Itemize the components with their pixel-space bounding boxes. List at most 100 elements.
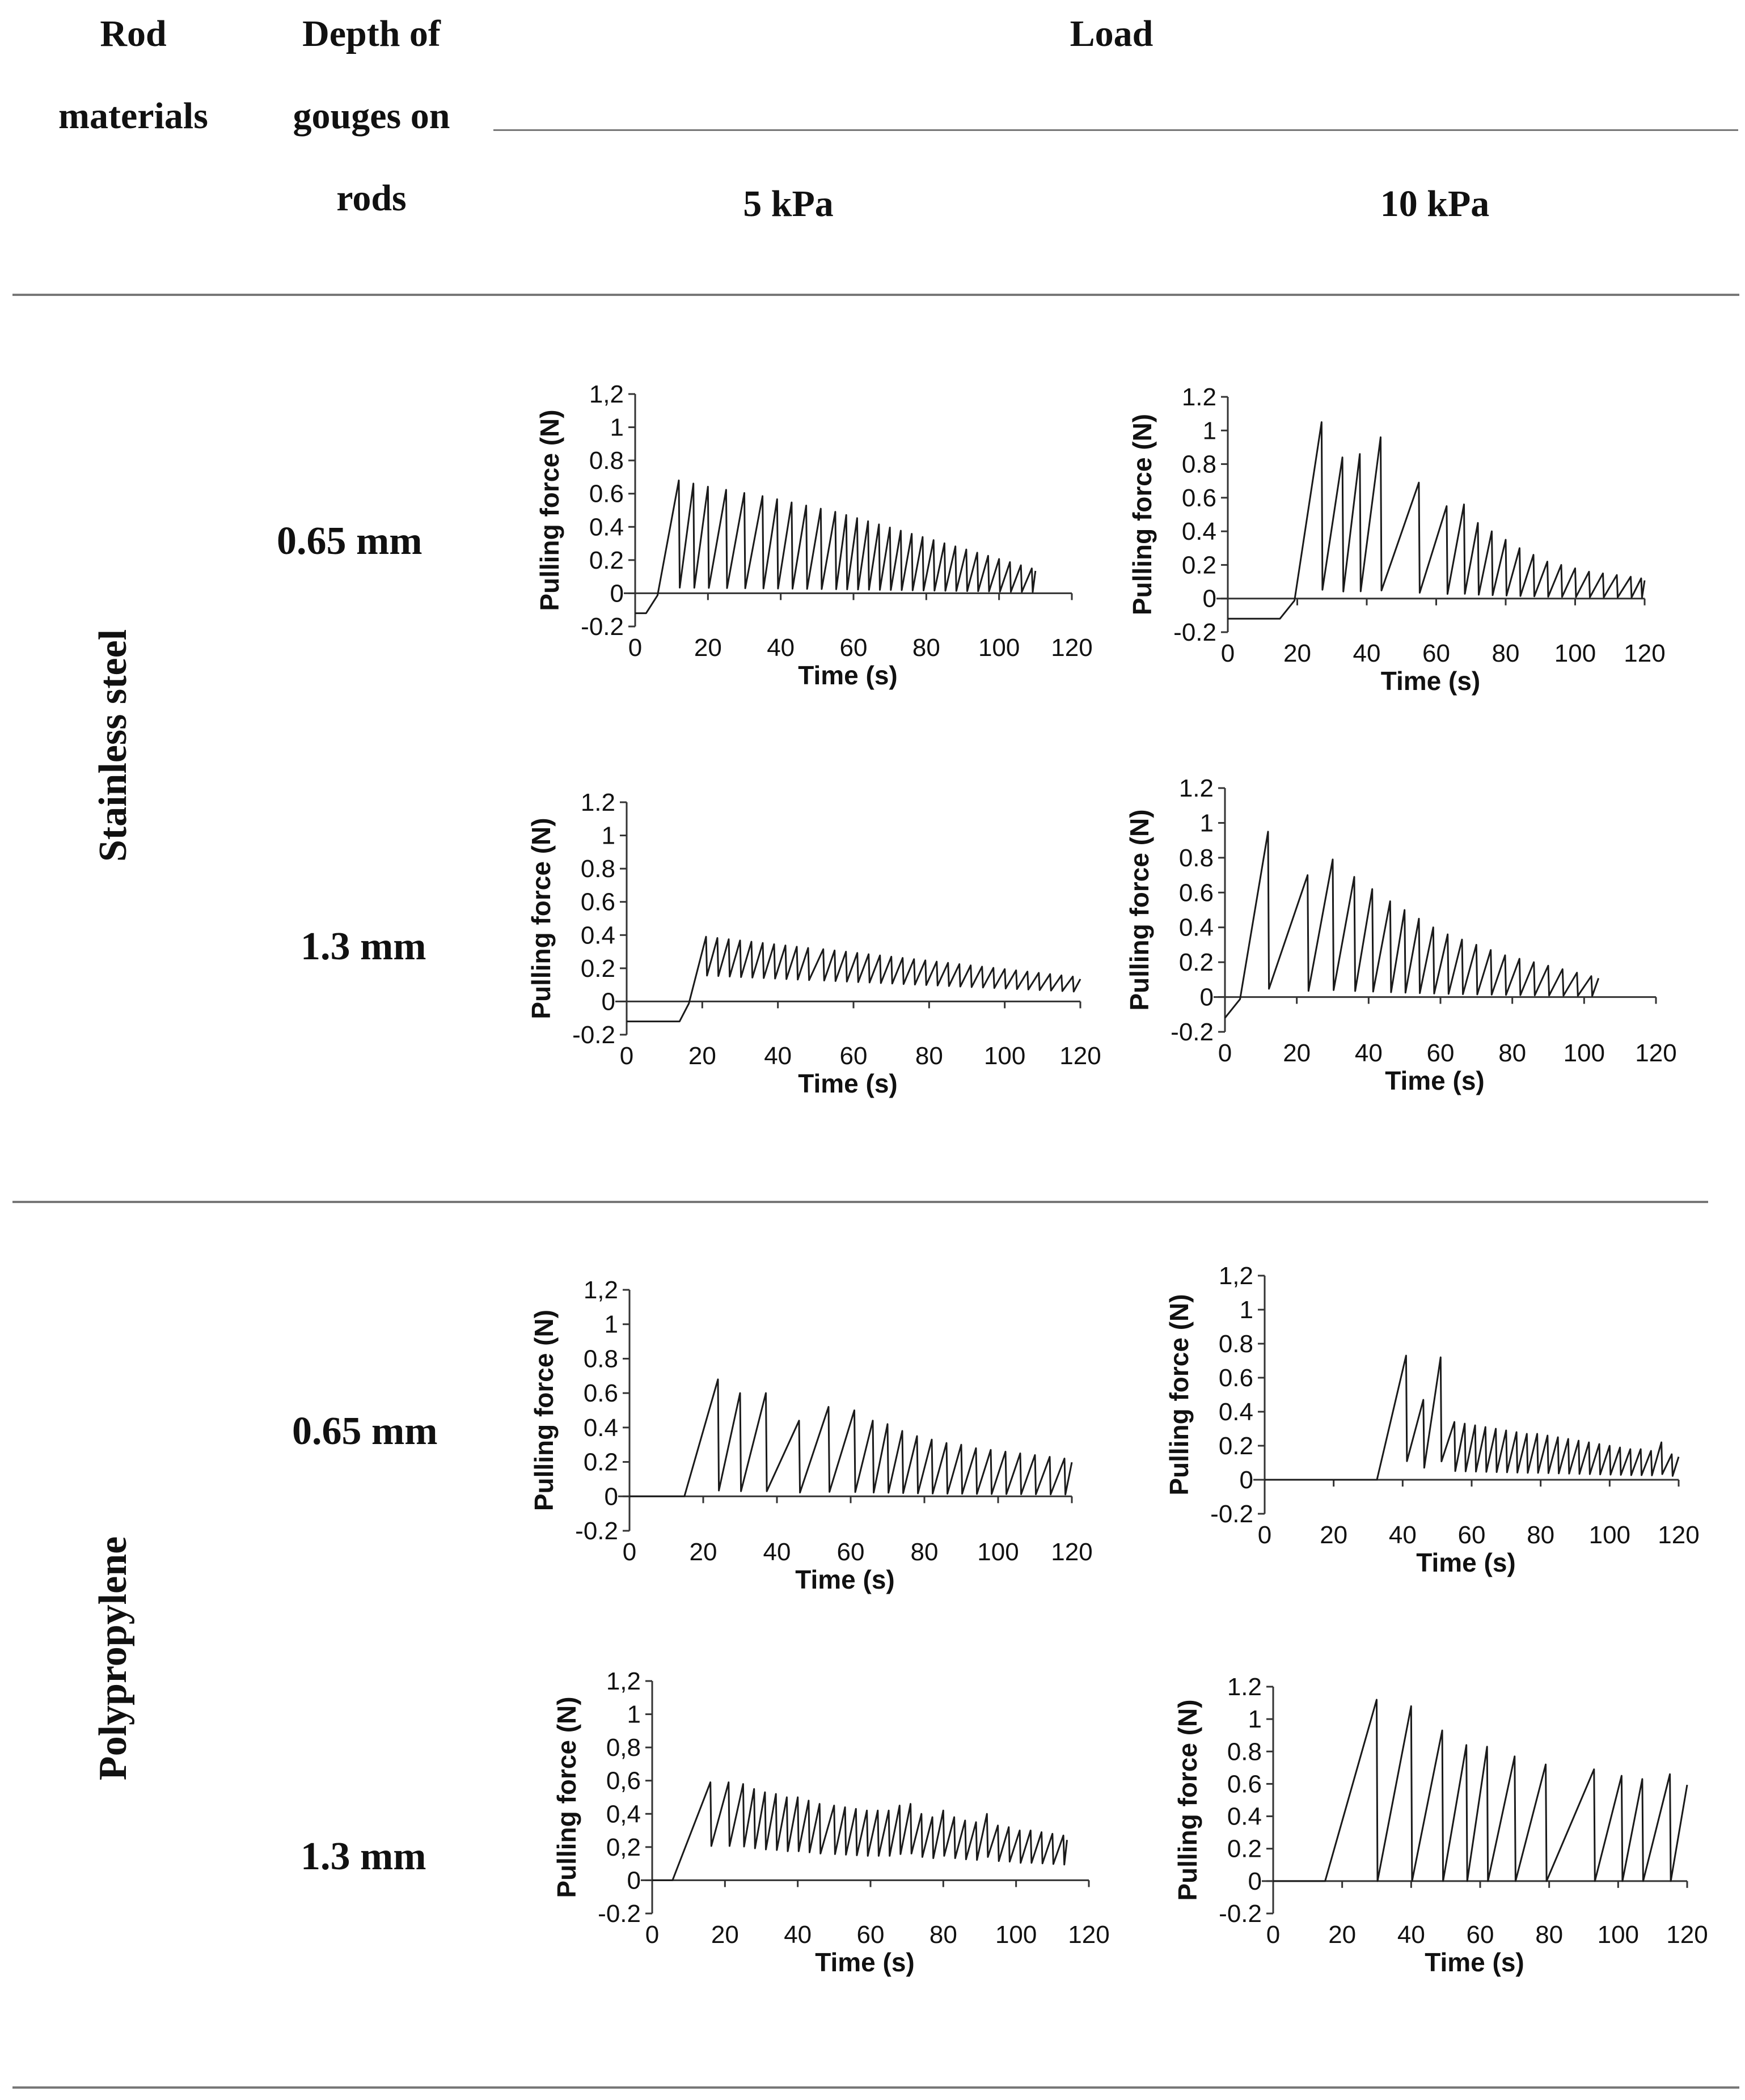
header-depth-line-1: Depth of <box>302 13 441 54</box>
y-tick-label: 0,2 <box>606 1834 641 1861</box>
x-tick-label: 0 <box>645 1921 659 1949</box>
x-tick-label: 60 <box>837 1538 865 1566</box>
series-line <box>1228 421 1646 620</box>
chart-ss-13-5: -0.200.20.40.60.811.20 20 40 60 80 100 120Time… <box>526 789 1101 1098</box>
chart-ss-065-5: -0.200.20.40.60.811,20 20 40 60 80 100 120Time… <box>535 380 1093 690</box>
y-tick-label: 1.2 <box>581 789 615 816</box>
header-depth: Depth of gouges on rods <box>267 6 476 227</box>
y-tick-label: -0.2 <box>572 1021 615 1049</box>
y-tick-label: 0 <box>1248 1868 1262 1895</box>
y-tick-label: 0.2 <box>1182 551 1216 579</box>
y-tick-label: 0 <box>1240 1466 1253 1494</box>
x-tick-label: 120 <box>1059 1042 1101 1070</box>
x-axis-label: Time (s) <box>795 1565 895 1594</box>
x-tick-label: 120 <box>1666 1921 1708 1949</box>
x-tick-label: 20 <box>694 634 722 662</box>
x-tick-label: 20 <box>1328 1921 1356 1949</box>
y-tick-label: 0.8 <box>1182 451 1216 479</box>
y-tick-label: -0.2 <box>1219 1900 1262 1928</box>
y-tick-label: 0.4 <box>589 513 624 541</box>
header-depth-line-2: gouges on <box>293 95 450 137</box>
y-tick-label: 0.8 <box>584 1345 618 1373</box>
chart-pp-13-5: -0.200,20,40,60,811,20 20 40 60 80 100 120Time… <box>552 1667 1110 1977</box>
y-axis-label: Pulling force (N) <box>552 1696 581 1898</box>
y-axis-label: Pulling force (N) <box>1125 809 1154 1010</box>
y-tick-label: 0,4 <box>606 1800 641 1828</box>
x-tick-label: 20 <box>1320 1521 1347 1549</box>
y-tick-label: 0.6 <box>1179 879 1214 907</box>
y-axis-label: Pulling force (N) <box>1127 414 1157 615</box>
y-tick-label: 0.4 <box>581 921 615 949</box>
x-tick-label: 60 <box>1427 1039 1455 1067</box>
y-tick-label: 0.8 <box>1179 844 1214 872</box>
x-tick-label: 60 <box>840 634 868 662</box>
x-axis-label: Time (s) <box>1381 666 1481 696</box>
x-axis-label: Time (s) <box>1425 1947 1524 1977</box>
x-tick-label: 80 <box>912 634 940 662</box>
x-tick-label: 40 <box>784 1921 812 1949</box>
y-tick-label: 0.8 <box>581 855 615 883</box>
y-tick-label: 1.2 <box>1227 1673 1262 1701</box>
x-tick-label: 60 <box>857 1921 885 1949</box>
x-tick-label: 80 <box>1498 1039 1526 1067</box>
x-tick-label: 100 <box>1564 1039 1605 1067</box>
y-tick-label: 0 <box>1203 585 1216 613</box>
y-tick-label: 1,2 <box>1219 1262 1253 1290</box>
y-tick-label: 0.2 <box>589 547 624 574</box>
y-axis-label: Pulling force (N) <box>1173 1699 1202 1900</box>
x-tick-label: 40 <box>1389 1521 1417 1549</box>
x-tick-label: 0 <box>623 1538 636 1566</box>
x-axis-label: Time (s) <box>798 661 898 690</box>
x-tick-label: 0 <box>1221 640 1235 667</box>
y-tick-label: 0.2 <box>581 955 615 983</box>
y-tick-label: 0.4 <box>1182 518 1216 545</box>
y-axis-label: Pulling force (N) <box>526 818 556 1019</box>
y-tick-label: 0.6 <box>584 1379 618 1407</box>
x-tick-label: 80 <box>929 1921 957 1949</box>
y-tick-label: 0.6 <box>581 888 615 916</box>
y-tick-label: 1.2 <box>1182 383 1216 411</box>
x-tick-label: 0 <box>620 1042 633 1070</box>
x-tick-label: 40 <box>767 634 795 662</box>
y-tick-label: -0.2 <box>575 1517 618 1545</box>
x-tick-label: 0 <box>1258 1521 1271 1549</box>
y-tick-label: 1 <box>605 1311 618 1339</box>
y-tick-label: 1 <box>627 1701 641 1729</box>
header-depth-line-3: rods <box>336 177 407 219</box>
material-divider-rule <box>12 1201 1708 1203</box>
series-line <box>635 479 1037 615</box>
y-axis-label: Pulling force (N) <box>535 409 564 611</box>
x-tick-label: 20 <box>1283 640 1311 667</box>
x-tick-label: 20 <box>690 1538 717 1566</box>
x-tick-label: 100 <box>984 1042 1025 1070</box>
depth-pp-13: 1.3 mm <box>301 1835 426 1878</box>
y-tick-label: 1 <box>1240 1296 1253 1324</box>
x-tick-label: 20 <box>1283 1039 1311 1067</box>
y-tick-label: 0.2 <box>1219 1432 1253 1460</box>
y-tick-label: 0 <box>610 579 624 607</box>
series-line <box>652 1781 1068 1881</box>
y-tick-label: 1 <box>602 822 615 850</box>
y-tick-label: 1,2 <box>589 380 624 408</box>
x-tick-label: 100 <box>1589 1521 1630 1549</box>
y-axis-label: Pulling force (N) <box>1164 1294 1194 1495</box>
x-axis-label: Time (s) <box>815 1947 915 1977</box>
y-tick-label: -0.2 <box>1210 1500 1253 1528</box>
y-tick-label: 1 <box>610 414 624 442</box>
x-tick-label: 60 <box>1422 640 1450 667</box>
y-tick-label: 0.8 <box>589 447 624 475</box>
y-tick-label: 0 <box>627 1866 641 1894</box>
x-tick-label: 120 <box>1624 640 1665 667</box>
y-tick-label: 1 <box>1203 417 1216 444</box>
x-axis-label: Time (s) <box>1416 1548 1516 1577</box>
y-tick-label: 0.8 <box>1227 1738 1262 1765</box>
y-tick-label: -0.2 <box>1173 619 1216 646</box>
series-line <box>627 935 1081 1023</box>
chart-pp-065-10: -0.200.20.40.60.811,20 20 40 60 80 100 120Time… <box>1164 1262 1700 1577</box>
series-line <box>629 1378 1073 1497</box>
x-tick-label: 100 <box>978 634 1020 662</box>
